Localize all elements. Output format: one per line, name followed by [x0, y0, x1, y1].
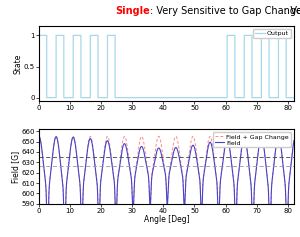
Text: : Very Sensitive to Gap Change: : Very Sensitive to Gap Change — [284, 6, 300, 16]
Legend: Output: Output — [253, 29, 291, 38]
Legend: Field + Gap Change, Field: Field + Gap Change, Field — [213, 132, 291, 147]
Y-axis label: Field [G]: Field [G] — [11, 150, 20, 182]
Text: : Very Sensitive to Gap Change: : Very Sensitive to Gap Change — [150, 6, 300, 16]
Y-axis label: State: State — [13, 53, 22, 74]
Text: Single: Single — [115, 6, 150, 16]
X-axis label: Angle [Deg]: Angle [Deg] — [144, 215, 189, 224]
